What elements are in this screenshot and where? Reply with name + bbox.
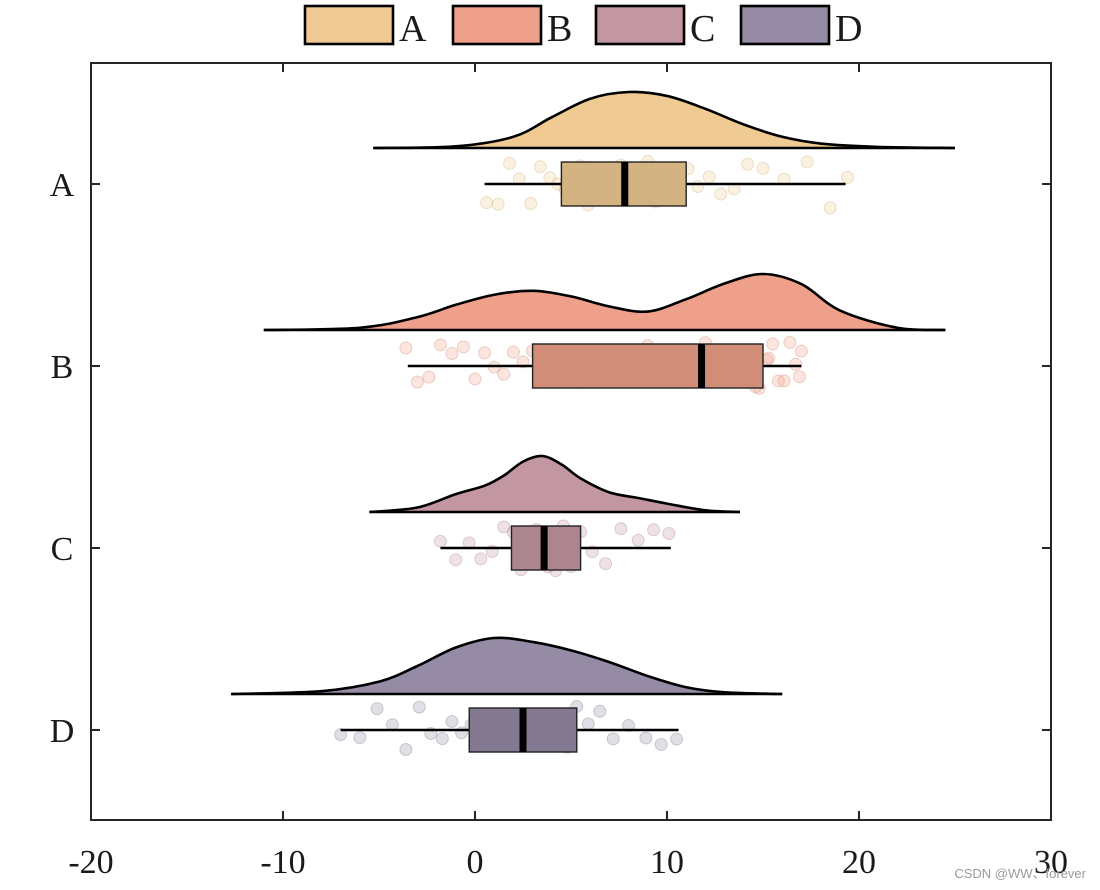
data-point: [422, 370, 436, 384]
category-label-c: C: [51, 531, 74, 568]
data-point: [478, 346, 492, 360]
x-tick-label: 20: [842, 844, 876, 881]
data-point: [445, 346, 459, 360]
data-point: [823, 201, 837, 215]
data-point: [639, 731, 653, 745]
legend-item-b: B: [451, 4, 572, 50]
density-fill-b: [263, 273, 946, 330]
data-point: [840, 170, 854, 184]
data-point: [702, 170, 716, 184]
category-label-b: B: [51, 349, 74, 386]
data-point: [794, 344, 808, 358]
legend-label-c: C: [690, 8, 715, 50]
category-label-a: A: [50, 167, 75, 204]
series-c: [369, 454, 741, 578]
data-point: [497, 367, 511, 381]
data-point: [506, 345, 520, 359]
data-point: [334, 728, 348, 742]
data-point: [433, 338, 447, 352]
data-point: [714, 187, 728, 201]
legend-label-a: A: [399, 8, 427, 50]
data-point: [533, 160, 547, 174]
data-point: [593, 704, 607, 718]
data-point: [410, 375, 424, 389]
data-point: [480, 196, 494, 210]
data-point: [622, 719, 636, 733]
data-point: [503, 156, 517, 170]
data-point: [606, 732, 620, 746]
data-point: [800, 155, 814, 169]
series-d: [231, 636, 783, 757]
legend-label-b: B: [547, 8, 572, 50]
density-curve-d: [231, 636, 783, 696]
x-tick-label: 0: [467, 844, 484, 881]
legend-label-d: D: [835, 8, 862, 50]
data-point: [614, 522, 628, 536]
legend-item-c: C: [594, 4, 715, 50]
legend-item-d: D: [739, 4, 862, 50]
data-point: [491, 197, 505, 211]
data-point: [412, 700, 426, 714]
data-point: [433, 534, 447, 548]
data-point: [766, 337, 780, 351]
legend-swatch-a: [303, 4, 395, 46]
density-fill-d: [231, 637, 783, 694]
box-b: [531, 343, 764, 389]
data-point: [777, 374, 791, 388]
data-point: [474, 552, 488, 566]
data-point: [449, 553, 463, 567]
data-point: [670, 732, 684, 746]
data-point: [581, 717, 595, 731]
legend-swatch-d: [739, 4, 831, 46]
x-tick-label: -10: [260, 844, 305, 881]
legend: A B C D: [303, 4, 862, 50]
data-point: [599, 557, 613, 571]
data-point: [435, 732, 449, 746]
data-point: [456, 340, 470, 354]
data-point: [783, 335, 797, 349]
density-curve-b: [263, 272, 946, 332]
data-point: [789, 357, 803, 371]
axes: -20 -10 0 10 20 30 A B C D: [50, 62, 1068, 881]
data-point: [792, 370, 806, 384]
data-point: [524, 196, 538, 210]
data-point: [497, 520, 511, 534]
density-fill-c: [369, 455, 740, 512]
data-point: [762, 351, 776, 365]
data-point: [399, 341, 413, 355]
data-point: [468, 372, 482, 386]
data-point: [399, 743, 413, 757]
data-point: [662, 527, 676, 541]
legend-swatch-b: [451, 4, 543, 46]
data-point: [370, 702, 384, 716]
legend-swatch-c: [594, 4, 686, 46]
x-tick-label: 30: [1034, 844, 1068, 881]
data-point: [631, 533, 645, 547]
data-point: [691, 180, 705, 194]
density-curve-a: [373, 90, 956, 150]
legend-item-a: A: [303, 4, 427, 50]
category-label-d: D: [50, 713, 75, 750]
watermark: CSDN @WW、forever: [954, 866, 1086, 881]
series-b: [263, 272, 946, 395]
data-point: [771, 374, 785, 388]
data-point: [445, 715, 459, 729]
density-fill-a: [373, 91, 955, 148]
data-point: [756, 161, 770, 175]
plot-area: [231, 90, 956, 757]
series-a: [373, 90, 956, 215]
data-point: [741, 157, 755, 171]
data-point: [647, 523, 661, 537]
plot-frame: [90, 62, 1052, 821]
x-tick-label: 10: [650, 844, 684, 881]
data-point: [654, 738, 668, 752]
density-curve-c: [369, 454, 741, 514]
data-point: [353, 731, 367, 745]
x-tick-label: -20: [68, 844, 113, 881]
